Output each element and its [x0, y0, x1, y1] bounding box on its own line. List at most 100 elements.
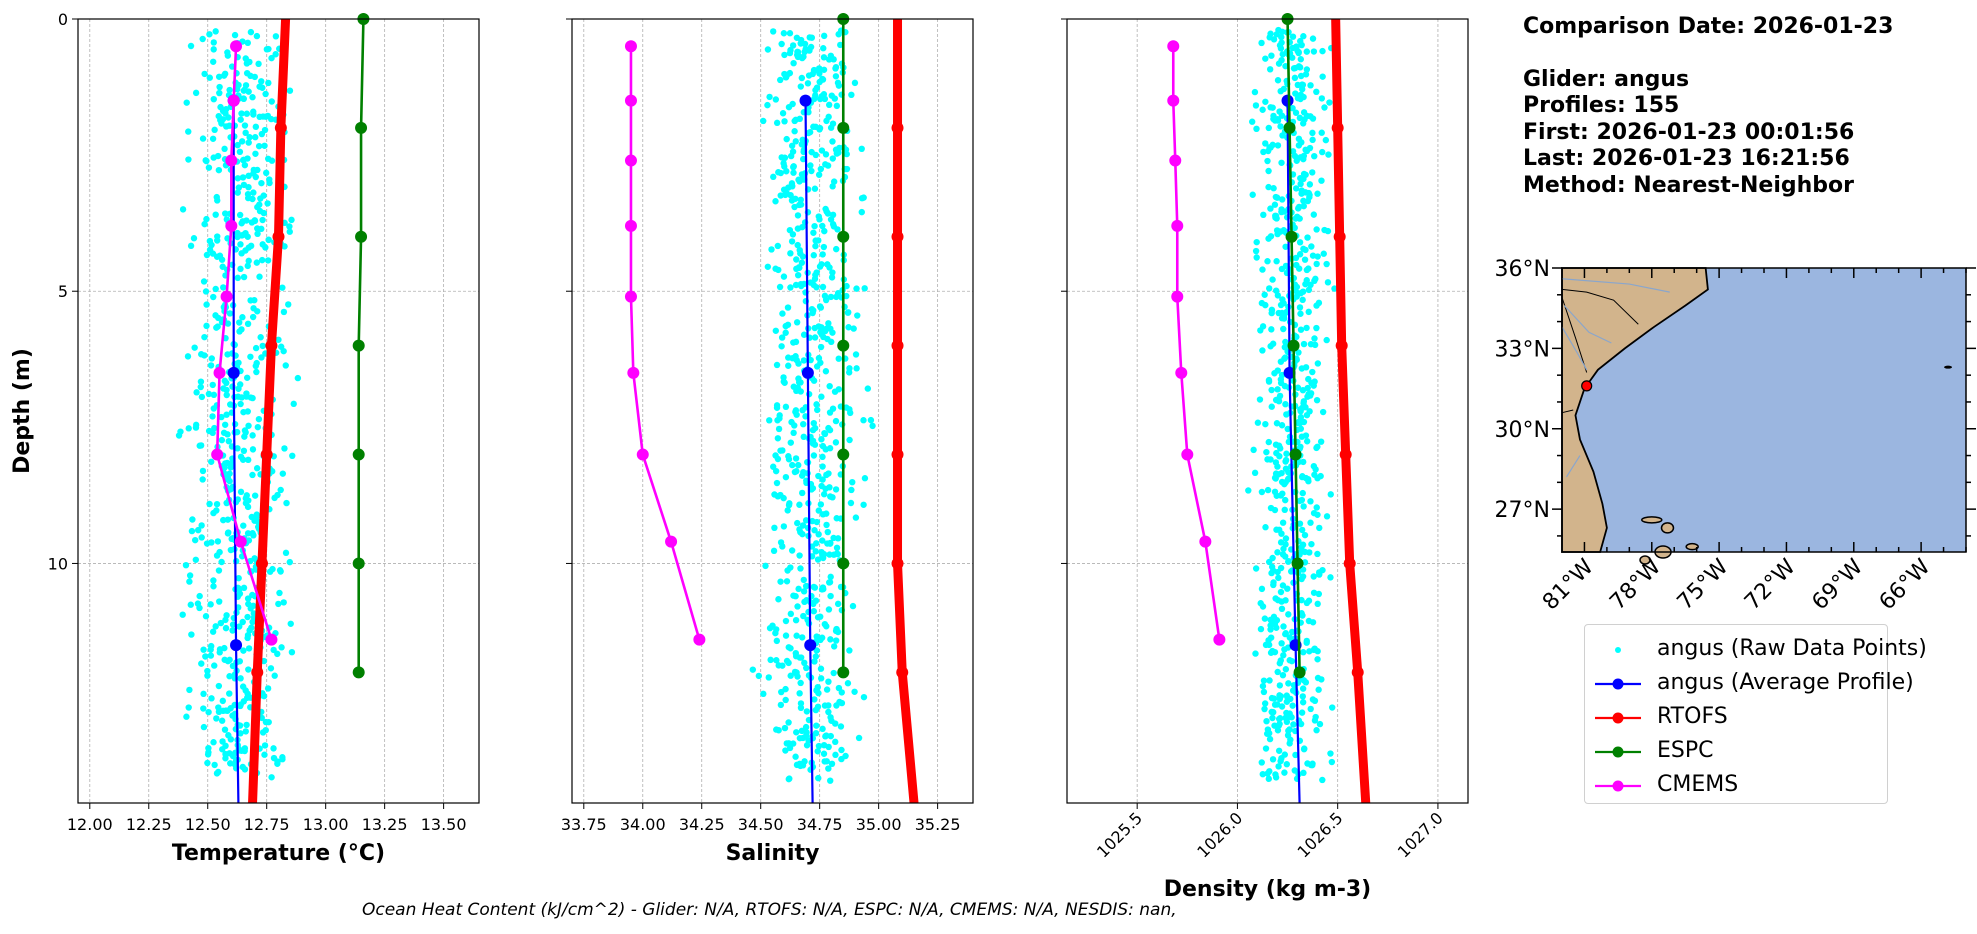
raw-point: [1262, 745, 1270, 752]
raw-point: [783, 168, 790, 175]
raw-point: [1316, 524, 1323, 532]
raw-point: [214, 237, 221, 244]
raw-point: [287, 620, 294, 627]
longitude-label: 72°W: [1740, 554, 1801, 615]
raw-point: [785, 103, 793, 111]
raw-point: [1278, 159, 1285, 166]
raw-point: [801, 659, 808, 667]
raw-point: [827, 636, 834, 643]
raw-point: [826, 540, 834, 547]
raw-point: [1275, 442, 1283, 449]
raw-point: [1298, 187, 1305, 194]
raw-point: [827, 732, 834, 740]
raw-point: [258, 179, 265, 187]
raw-point: [200, 278, 208, 285]
raw-point: [821, 227, 828, 235]
raw-point: [852, 351, 860, 358]
raw-point: [224, 320, 232, 327]
raw-point: [1300, 649, 1307, 656]
raw-point: [779, 662, 786, 669]
raw-point: [244, 631, 252, 639]
raw-point: [1294, 384, 1302, 391]
raw-point: [252, 134, 259, 141]
cmems-marker: [225, 219, 238, 232]
raw-point: [820, 66, 828, 73]
raw-point: [810, 281, 817, 289]
raw-point: [829, 211, 837, 219]
raw-point: [800, 420, 807, 428]
raw-point: [207, 458, 215, 465]
raw-point: [229, 627, 236, 634]
raw-point: [810, 307, 817, 314]
raw-point: [1323, 513, 1331, 520]
raw-point: [210, 58, 217, 65]
raw-point: [818, 436, 825, 443]
raw-point: [1314, 656, 1321, 663]
raw-point: [1259, 770, 1266, 778]
raw-point: [1275, 763, 1282, 770]
raw-point: [243, 217, 250, 224]
raw-point: [255, 60, 262, 68]
raw-point: [772, 198, 779, 205]
raw-point: [1307, 340, 1315, 348]
raw-point: [243, 390, 250, 397]
raw-point: [1260, 677, 1268, 684]
raw-point: [1267, 205, 1274, 212]
raw-point: [294, 374, 302, 382]
raw-point: [206, 246, 214, 253]
raw-point: [271, 672, 278, 679]
raw-point: [772, 452, 779, 459]
raw-point: [211, 126, 218, 134]
raw-point: [202, 288, 210, 295]
raw-point: [1264, 147, 1272, 155]
raw-point: [1261, 615, 1269, 622]
raw-point: [818, 393, 825, 400]
x-tick-label: 34.50: [738, 815, 784, 834]
x-tick-label: 12.75: [244, 815, 290, 834]
raw-point: [272, 51, 279, 58]
raw-point: [805, 108, 812, 116]
raw-point: [858, 145, 865, 153]
raw-point: [810, 229, 817, 236]
raw-point: [288, 216, 295, 224]
raw-point: [1313, 324, 1320, 332]
state-border: [1561, 409, 1574, 414]
raw-data-points: [1245, 26, 1338, 784]
raw-point: [1274, 549, 1281, 556]
river: [1563, 305, 1612, 344]
raw-point: [791, 422, 798, 429]
espc-marker: [1289, 448, 1302, 461]
raw-point: [825, 470, 832, 477]
raw-point: [787, 610, 795, 618]
raw-point: [258, 256, 266, 264]
raw-point: [802, 517, 810, 524]
raw-point: [829, 269, 836, 276]
raw-point: [1300, 245, 1307, 253]
raw-point: [1278, 422, 1286, 429]
raw-point: [1258, 39, 1265, 47]
raw-point: [789, 231, 797, 238]
raw-point: [1317, 472, 1324, 480]
raw-point: [1298, 41, 1305, 49]
raw-point: [257, 334, 264, 341]
raw-point: [198, 534, 205, 541]
raw-point: [784, 304, 792, 311]
raw-point: [238, 138, 246, 145]
raw-point: [849, 478, 856, 486]
raw-point: [819, 251, 826, 258]
raw-point: [1281, 769, 1288, 776]
raw-point: [781, 118, 788, 125]
raw-point: [215, 112, 222, 120]
raw-point: [259, 342, 266, 350]
raw-point: [1258, 299, 1266, 307]
raw-point: [802, 723, 810, 731]
raw-point: [244, 595, 252, 602]
raw-point: [1299, 386, 1307, 394]
cmems-marker: [693, 633, 706, 646]
raw-point: [1267, 626, 1274, 633]
cmems-marker: [624, 290, 637, 303]
rtofs-marker: [1351, 666, 1364, 679]
raw-point: [215, 682, 223, 690]
raw-point: [787, 250, 794, 257]
